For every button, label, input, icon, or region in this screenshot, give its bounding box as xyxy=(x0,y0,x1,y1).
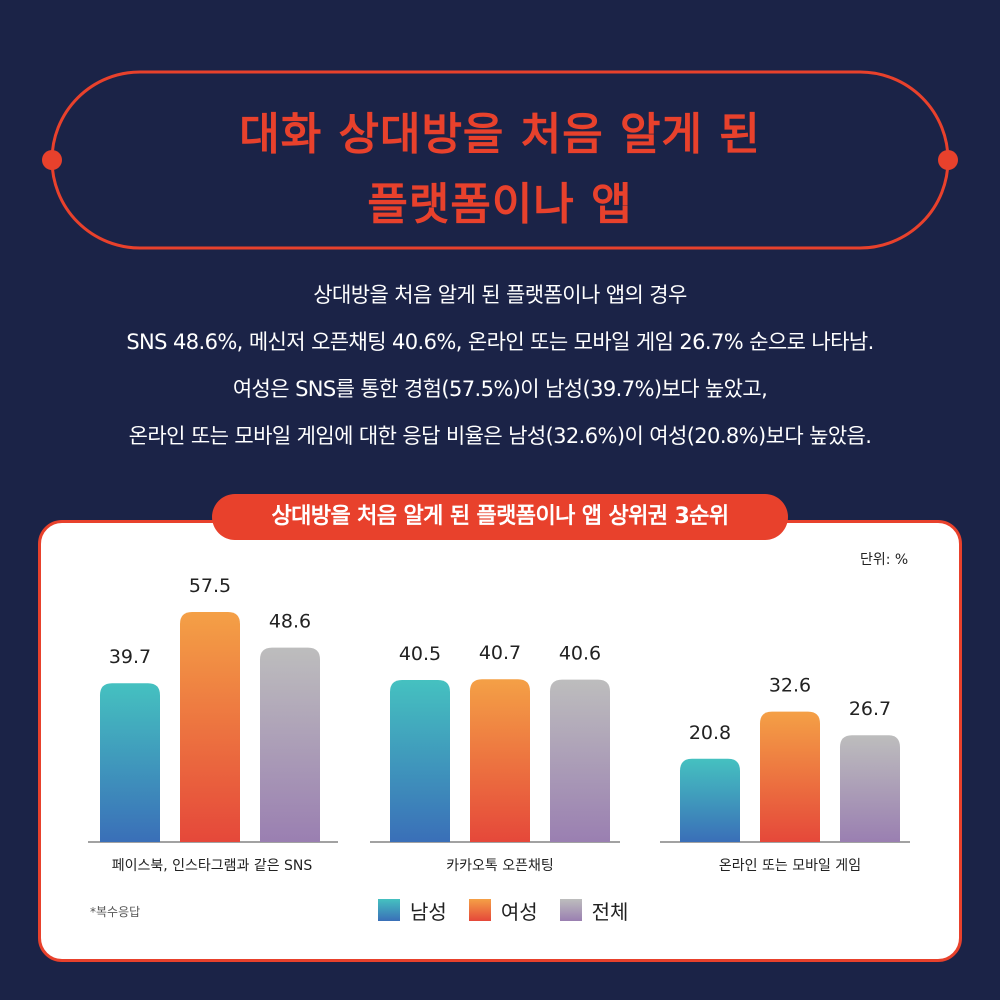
legend-label: 남성 xyxy=(410,899,447,924)
bar xyxy=(680,758,740,842)
data-label: 20.8 xyxy=(689,722,731,744)
data-label: 48.6 xyxy=(269,611,311,633)
title-frame xyxy=(42,70,958,250)
legend-swatch xyxy=(559,899,582,921)
legend-item: 여성 xyxy=(468,896,538,925)
title-dot-right xyxy=(938,150,958,170)
legend-label: 여성 xyxy=(500,899,538,924)
title-dot-left xyxy=(42,150,62,170)
bar xyxy=(260,647,320,842)
data-label: 40.6 xyxy=(559,643,601,665)
page-title-line-1: 대화 상대방을 처음 알게 된 xyxy=(239,109,761,160)
chart-title: 상대방을 처음 알게 된 플랫폼이나 앱 상위권 3순위 xyxy=(212,494,788,540)
unit-label: 단위: % xyxy=(860,552,909,568)
summary-line: 상대방을 처음 알게 된 플랫폼이나 앱의 경우 xyxy=(313,283,687,307)
category-label: 페이스북, 인스타그램과 같은 SNS xyxy=(112,858,313,874)
legend-swatch xyxy=(468,899,491,921)
bar xyxy=(550,679,610,842)
bar xyxy=(760,711,820,842)
data-label: 32.6 xyxy=(769,675,811,697)
summary-line: 온라인 또는 모바일 게임에 대한 응답 비율은 남성(32.6%)이 여성(2… xyxy=(128,424,872,448)
data-label: 40.5 xyxy=(399,643,441,665)
summary-line: 여성은 SNS를 통한 경험(57.5%)이 남성(39.7%)보다 높았고, xyxy=(232,377,768,401)
bar xyxy=(100,683,160,842)
data-label: 39.7 xyxy=(109,646,151,668)
summary-text: 상대방을 처음 알게 된 플랫폼이나 앱의 경우 SNS 48.6%, 메신저 … xyxy=(0,272,1000,460)
legend-label: 전체 xyxy=(591,899,629,924)
data-label: 57.5 xyxy=(189,575,231,597)
bar xyxy=(390,680,450,842)
bar xyxy=(180,612,240,842)
footnote: *복수응답 xyxy=(90,905,141,919)
legend-item: 전체 xyxy=(559,896,629,925)
summary-line: SNS 48.6%, 메신저 오픈채팅 40.6%, 온라인 또는 모바일 게임… xyxy=(126,330,874,354)
bar xyxy=(470,679,530,842)
category-label: 카카오톡 오픈채팅 xyxy=(446,858,554,874)
category-label: 온라인 또는 모바일 게임 xyxy=(719,858,861,874)
legend-item: 남성 xyxy=(378,896,447,925)
legend-swatch xyxy=(378,899,400,921)
legend: 남성 여성 전체 xyxy=(378,895,628,925)
page-title-line-2: 플랫폼이나 앱 xyxy=(367,179,633,230)
data-label: 40.7 xyxy=(479,642,521,664)
bar xyxy=(840,735,900,842)
data-label: 26.7 xyxy=(849,698,891,720)
